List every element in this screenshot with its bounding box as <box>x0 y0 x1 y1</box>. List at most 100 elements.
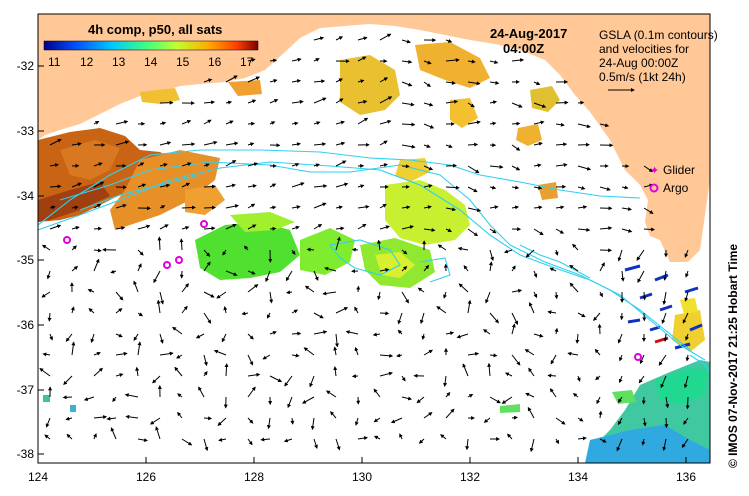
velocity-arrow <box>401 266 408 272</box>
velocity-arrow <box>354 417 359 426</box>
velocity-arrow <box>663 333 668 342</box>
velocity-arrow <box>115 351 128 356</box>
velocity-arrow <box>379 77 389 83</box>
velocity-arrow <box>642 417 647 427</box>
velocity-arrow <box>203 291 215 298</box>
velocity-arrow <box>419 312 425 325</box>
velocity-arrow <box>39 368 51 377</box>
velocity-arrow <box>222 249 227 256</box>
velocity-arrow <box>137 162 145 167</box>
velocity-arrow <box>49 138 62 146</box>
velocity-arrow <box>397 312 403 325</box>
velocity-arrow <box>482 329 491 335</box>
velocity-arrow <box>247 270 256 275</box>
velocity-arrow <box>313 36 325 41</box>
velocity-arrow <box>225 270 238 276</box>
velocity-arrow <box>266 417 271 430</box>
velocity-arrow <box>269 375 283 382</box>
velocity-arrow <box>247 76 261 83</box>
velocity-arrow <box>594 348 601 356</box>
velocity-arrow <box>335 236 341 251</box>
velocity-arrow <box>285 270 293 282</box>
velocity-arrow <box>313 121 321 126</box>
velocity-arrow <box>663 270 668 281</box>
velocity-arrow <box>524 349 535 356</box>
velocity-arrow <box>379 267 390 272</box>
velocity-arrow <box>71 245 77 251</box>
velocity-arrow <box>617 333 623 344</box>
velocity-arrow <box>93 162 103 167</box>
velocity-arrow <box>87 288 95 293</box>
velocity-arrow <box>684 249 689 258</box>
velocity-arrow <box>504 372 513 377</box>
velocity-arrow <box>373 435 381 440</box>
velocity-arrow <box>159 141 172 146</box>
colorbar-tick-label: 17 <box>240 55 254 69</box>
velocity-arrow <box>489 353 498 358</box>
velocity-arrow <box>467 81 481 86</box>
velocity-arrow <box>638 375 645 384</box>
velocity-arrow <box>203 312 212 324</box>
velocity-arrow <box>567 351 579 356</box>
velocity-arrow <box>685 396 690 410</box>
velocity-arrow <box>203 261 211 272</box>
velocity-arrow <box>357 79 365 84</box>
velocity-arrow <box>596 396 601 405</box>
velocity-arrow <box>528 301 535 314</box>
velocity-arrow <box>683 417 689 425</box>
velocity-arrow <box>417 287 425 293</box>
velocity-arrow <box>159 224 169 230</box>
velocity-arrow <box>93 415 108 420</box>
velocity-arrow <box>685 270 689 278</box>
velocity-arrow <box>90 333 95 343</box>
velocity-arrow <box>313 58 320 62</box>
latitude-tick-label: -38 <box>17 447 35 461</box>
velocity-arrow <box>267 312 271 319</box>
colorbar-tick-label: 12 <box>80 55 94 69</box>
velocity-arrow <box>313 270 319 281</box>
velocity-arrow <box>283 438 293 443</box>
velocity-arrow <box>397 329 403 335</box>
velocity-arrow <box>529 438 535 453</box>
velocity-arrow <box>335 120 345 125</box>
longitude-tick-label: 130 <box>352 470 372 484</box>
velocity-arrow <box>501 396 513 404</box>
velocity-arrow <box>137 312 144 317</box>
velocity-arrow <box>333 366 338 377</box>
velocity-arrow <box>423 205 432 210</box>
velocity-arrow <box>379 371 393 377</box>
velocity-arrow <box>577 417 584 422</box>
velocity-arrow <box>313 142 327 147</box>
velocity-arrow <box>115 373 124 377</box>
velocity-arrow <box>159 183 171 188</box>
velocity-arrow <box>554 249 559 256</box>
velocity-arrow <box>63 375 73 386</box>
velocity-arrow <box>181 162 192 167</box>
velocity-arrow <box>304 285 315 293</box>
velocity-arrow <box>533 333 544 338</box>
velocity-arrow <box>467 120 481 125</box>
velocity-arrow <box>462 363 469 377</box>
velocity-arrow <box>93 226 102 231</box>
velocity-arrow <box>423 349 433 356</box>
velocity-arrow <box>203 226 216 231</box>
velocity-arrow <box>247 99 257 104</box>
velocity-arrow <box>511 121 521 126</box>
velocity-arrow <box>181 283 189 293</box>
velocity-arrow <box>575 333 580 344</box>
velocity-arrow <box>333 346 338 356</box>
velocity-arrow <box>423 144 431 148</box>
velocity-arrow <box>291 99 304 104</box>
velocity-arrow <box>621 228 633 233</box>
velocity-arrow <box>621 185 629 190</box>
velocity-arrow <box>467 394 474 398</box>
velocity-arrow <box>379 311 390 316</box>
argo-float <box>175 256 183 264</box>
velocity-arrow <box>401 375 406 382</box>
velocity-arrow <box>487 362 492 377</box>
velocity-arrow <box>290 417 295 425</box>
velocity-arrow <box>247 333 254 340</box>
velocity-arrow <box>335 205 343 210</box>
velocity-arrow <box>445 331 455 336</box>
velocity-arrow <box>597 323 602 335</box>
